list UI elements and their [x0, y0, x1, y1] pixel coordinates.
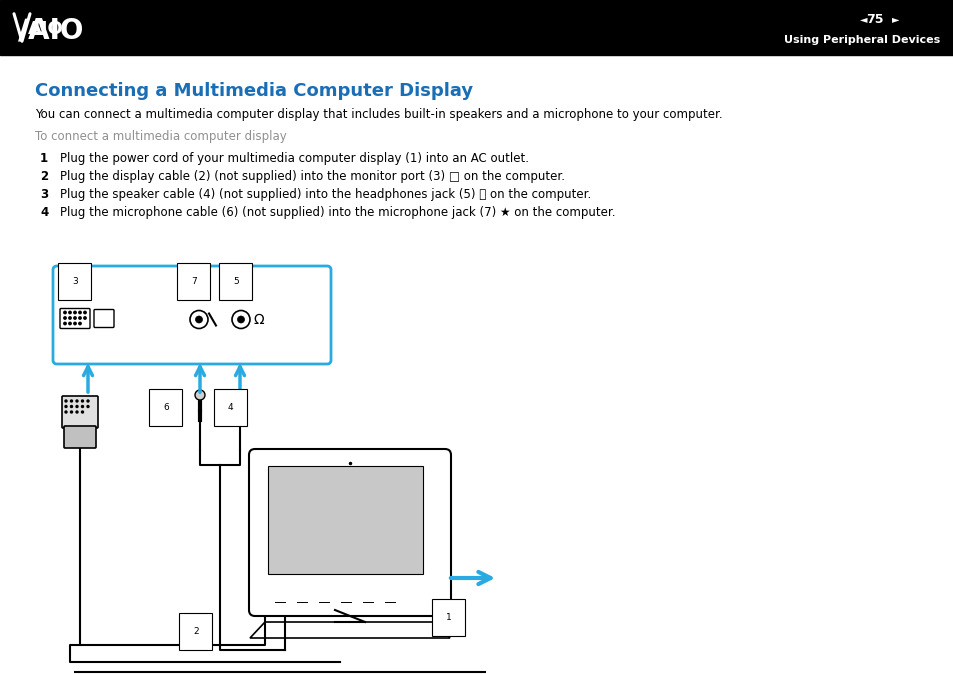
Text: Plug the power cord of your multimedia computer display (1) into an AC outlet.: Plug the power cord of your multimedia c… [60, 152, 529, 165]
Circle shape [71, 411, 72, 413]
FancyBboxPatch shape [249, 449, 451, 616]
Circle shape [195, 316, 202, 323]
FancyBboxPatch shape [62, 396, 98, 428]
Text: 75: 75 [865, 13, 882, 26]
Circle shape [64, 317, 66, 319]
Text: AIO: AIO [28, 20, 64, 38]
Circle shape [81, 400, 84, 402]
Circle shape [81, 406, 84, 408]
Text: Plug the display cable (2) (not supplied) into the monitor port (3) □ on the com: Plug the display cable (2) (not supplied… [60, 170, 564, 183]
Bar [0, 0, 953, 55]
Text: 1: 1 [446, 613, 452, 622]
Circle shape [76, 411, 78, 413]
Text: Connecting a Multimedia Computer Display: Connecting a Multimedia Computer Display [35, 82, 473, 100]
Text: ∕AIO: ∕AIO [18, 16, 83, 44]
Text: ►: ► [891, 14, 899, 24]
Circle shape [76, 406, 78, 408]
Circle shape [87, 400, 89, 402]
Circle shape [69, 317, 71, 319]
Circle shape [69, 311, 71, 313]
Circle shape [194, 390, 205, 400]
Text: 6: 6 [163, 403, 169, 412]
Polygon shape [250, 622, 450, 638]
Circle shape [81, 411, 84, 413]
Circle shape [79, 317, 81, 319]
Text: 2: 2 [40, 170, 48, 183]
Circle shape [71, 400, 72, 402]
Circle shape [65, 406, 67, 408]
Text: Plug the microphone cable (6) (not supplied) into the microphone jack (7) ★ on t: Plug the microphone cable (6) (not suppl… [60, 206, 615, 219]
Circle shape [65, 400, 67, 402]
Text: 3: 3 [40, 188, 48, 201]
Text: To connect a multimedia computer display: To connect a multimedia computer display [35, 130, 287, 143]
Text: 1: 1 [40, 152, 48, 165]
Text: ◄: ◄ [859, 14, 866, 24]
Circle shape [73, 322, 76, 325]
Text: 3: 3 [71, 277, 77, 286]
Text: 4: 4 [40, 206, 49, 219]
Bar [268, 466, 422, 574]
Text: 5: 5 [233, 277, 238, 286]
Circle shape [64, 311, 66, 313]
Circle shape [73, 311, 76, 313]
FancyBboxPatch shape [64, 426, 96, 448]
Circle shape [84, 317, 86, 319]
Text: 4: 4 [228, 403, 233, 412]
FancyBboxPatch shape [94, 309, 113, 328]
FancyBboxPatch shape [60, 309, 90, 328]
Text: 2: 2 [193, 627, 198, 636]
Circle shape [232, 311, 250, 328]
Circle shape [65, 411, 67, 413]
Text: 7: 7 [191, 277, 196, 286]
Circle shape [84, 311, 86, 313]
Text: Plug the speaker cable (4) (not supplied) into the headphones jack (5) ⨉ on the : Plug the speaker cable (4) (not supplied… [60, 188, 591, 201]
Circle shape [71, 406, 72, 408]
Circle shape [76, 400, 78, 402]
Circle shape [234, 390, 245, 400]
Circle shape [69, 322, 71, 325]
Circle shape [64, 322, 66, 325]
Text: You can connect a multimedia computer display that includes built-in speakers an: You can connect a multimedia computer di… [35, 108, 721, 121]
Circle shape [73, 317, 76, 319]
FancyBboxPatch shape [53, 266, 331, 364]
Circle shape [237, 316, 244, 323]
Text: Using Peripheral Devices: Using Peripheral Devices [783, 34, 939, 44]
Text: Ω: Ω [253, 313, 264, 328]
Circle shape [79, 322, 81, 325]
Circle shape [87, 406, 89, 408]
Circle shape [190, 311, 208, 328]
Circle shape [79, 311, 81, 313]
